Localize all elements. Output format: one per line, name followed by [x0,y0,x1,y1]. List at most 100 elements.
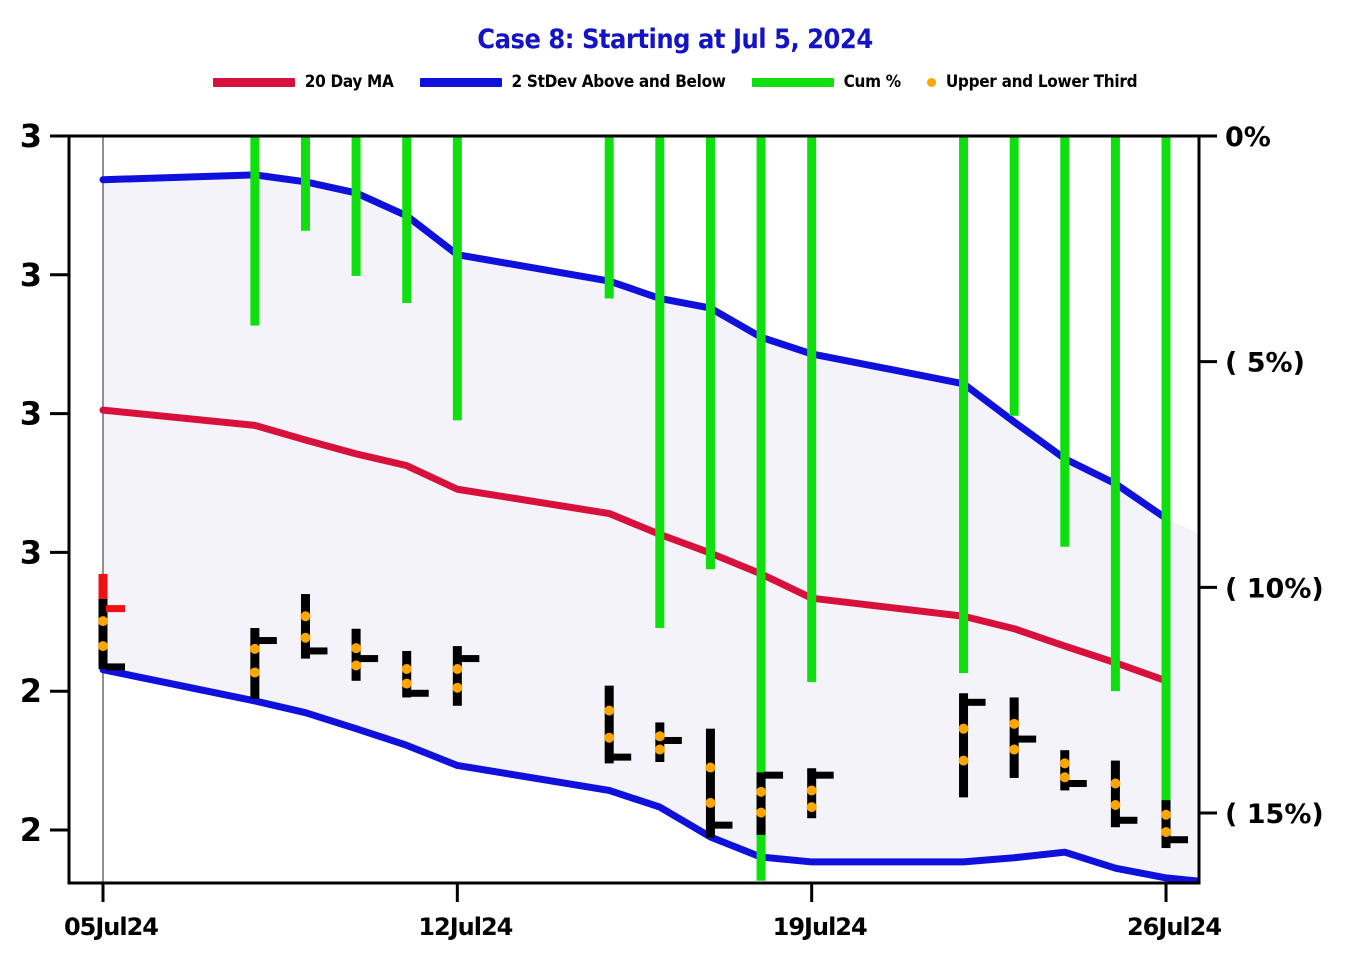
close-tick-24Jul24 [1067,780,1087,788]
hlc-bar-17Jul24 [705,728,715,838]
close-tick-15Jul24 [612,753,632,761]
left-axis-label: 3 [20,256,42,294]
ma-line-series [99,406,1170,685]
chart-legend: 20 Day MA 2 StDev Above and Below Cum % Upp… [0,72,1350,92]
lower-third-dot-19Jul24 [806,802,817,813]
close-tick-05Jul24 [106,663,125,671]
hlc-bar-05Jul24 [98,598,108,669]
left-axis-label: 3 [20,533,42,571]
lower-third-dot-26Jul24 [1161,827,1172,838]
hlc-bar-25Jul24 [1110,760,1120,828]
close-tick-18Jul24 [764,771,784,779]
cum-pct-bar-22Jul24 [959,136,969,674]
left-axis-label: 3 [20,117,42,155]
cum-pct-bar-12Jul24 [452,136,462,421]
legend-item-cum-: Cum % [751,72,901,92]
hlc-bar-09Jul24 [300,594,310,659]
right-axis-label: ( 10%) [1225,573,1324,604]
legend-dot-swatch [926,77,936,87]
upper-third-dot-16Jul24 [654,731,665,742]
plot-border [67,134,1201,885]
upper-third-dot-22Jul24 [958,723,969,734]
upper-third-dot-19Jul24 [806,785,817,796]
close-tick-26Jul24 [1169,836,1189,844]
cum-pct-bar-08Jul24 [250,136,260,326]
close-tick-12Jul24 [460,655,480,663]
lower-third-dot-24Jul24 [1059,772,1070,783]
lower-third-dot-22Jul24 [958,755,969,766]
cum-pct-bar-18Jul24 [756,136,766,881]
cum-pct-bar-23Jul24 [1009,136,1019,416]
lower-third-dot-12Jul24 [452,682,463,693]
cum-pct-bar-09Jul24 [300,136,310,231]
close-tick-23Jul24 [1017,735,1037,743]
x-axis-label: 05Jul24 [64,913,158,941]
hlc-bar-26Jul24 [1161,800,1171,849]
upper-third-dot-24Jul24 [1059,758,1070,769]
x-axis-label: 26Jul24 [1127,913,1221,941]
close-tick-10Jul24 [359,655,379,663]
upper-third-dot-10Jul24 [351,643,362,654]
price-hlc-bars [98,573,1189,849]
right-axis-label: 0% [1225,122,1271,153]
cum-pct-bars [250,136,1171,881]
cum-pct-bar-15Jul24 [604,136,614,299]
upper-third-dot-11Jul24 [401,663,412,674]
close-tick-09Jul24 [308,647,328,655]
upper-third-dot-23Jul24 [1009,718,1020,729]
close-tick-22Jul24 [966,698,986,706]
legend-label: 2 StDev Above and Below [511,72,726,92]
hlc-bar-15Jul24 [604,685,614,764]
lower-third-dot-09Jul24 [300,632,311,643]
lower-third-dot-08Jul24 [249,667,260,678]
hlc-bar-red-top-05Jul24 [98,573,108,599]
legend-label: Upper and Lower Third [945,72,1138,92]
upper-third-dot-26Jul24 [1161,809,1172,820]
cum-pct-bar-19Jul24 [807,136,817,683]
cum-pct-bar-10Jul24 [351,136,361,276]
legend-line-swatch [751,77,834,87]
cum-pct-bar-26Jul24 [1161,136,1171,845]
hlc-bar-16Jul24 [655,722,665,762]
close-tick-19Jul24 [814,771,834,779]
third-level-dots [98,611,1172,838]
left-axis-label: 2 [20,672,42,710]
cum-pct-bar-11Jul24 [402,136,412,303]
lower-third-dot-15Jul24 [604,732,615,743]
x-axis-label: 12Jul24 [418,913,512,941]
cum-pct-bar-17Jul24 [705,136,715,570]
cum-pct-bar-16Jul24 [655,136,665,628]
lower-third-dot-11Jul24 [401,678,412,689]
upper-third-dot-17Jul24 [705,762,716,773]
left-axis-label: 3 [20,395,42,433]
upper-third-dot-08Jul24 [249,643,260,654]
legend-line-swatch [419,77,502,87]
close-tick-08Jul24 [257,637,277,645]
lower-third-dot-18Jul24 [756,807,767,818]
cum-pct-bar-25Jul24 [1110,136,1120,692]
hlc-bar-18Jul24 [756,772,766,835]
close-tick-11Jul24 [409,689,429,697]
left-axis-label: 2 [20,811,42,849]
hlc-bar-24Jul24 [1060,750,1070,791]
upper-band-line [99,171,1170,522]
legend-line-swatch [212,77,295,87]
lower-third-dot-10Jul24 [351,660,362,671]
lower-third-dot-17Jul24 [705,797,716,808]
legend-label: 20 Day MA [304,72,394,92]
hlc-bar-08Jul24 [250,628,260,699]
hlc-bar-12Jul24 [452,646,462,706]
hlc-bar-10Jul24 [351,628,361,681]
upper-third-dot-15Jul24 [604,705,615,716]
legend-item-upper-and-lower-third: Upper and Lower Third [926,72,1138,92]
legend-item-2-stdev-above-and-below: 2 StDev Above and Below [419,72,726,92]
lower-third-dot-05Jul24 [98,641,108,652]
lower-third-dot-23Jul24 [1009,744,1020,755]
close-tick-16Jul24 [662,736,682,744]
cum-pct-bar-24Jul24 [1060,136,1070,547]
hlc-bar-22Jul24 [959,693,969,798]
lower-third-dot-25Jul24 [1110,800,1121,811]
upper-third-dot-12Jul24 [452,663,463,674]
